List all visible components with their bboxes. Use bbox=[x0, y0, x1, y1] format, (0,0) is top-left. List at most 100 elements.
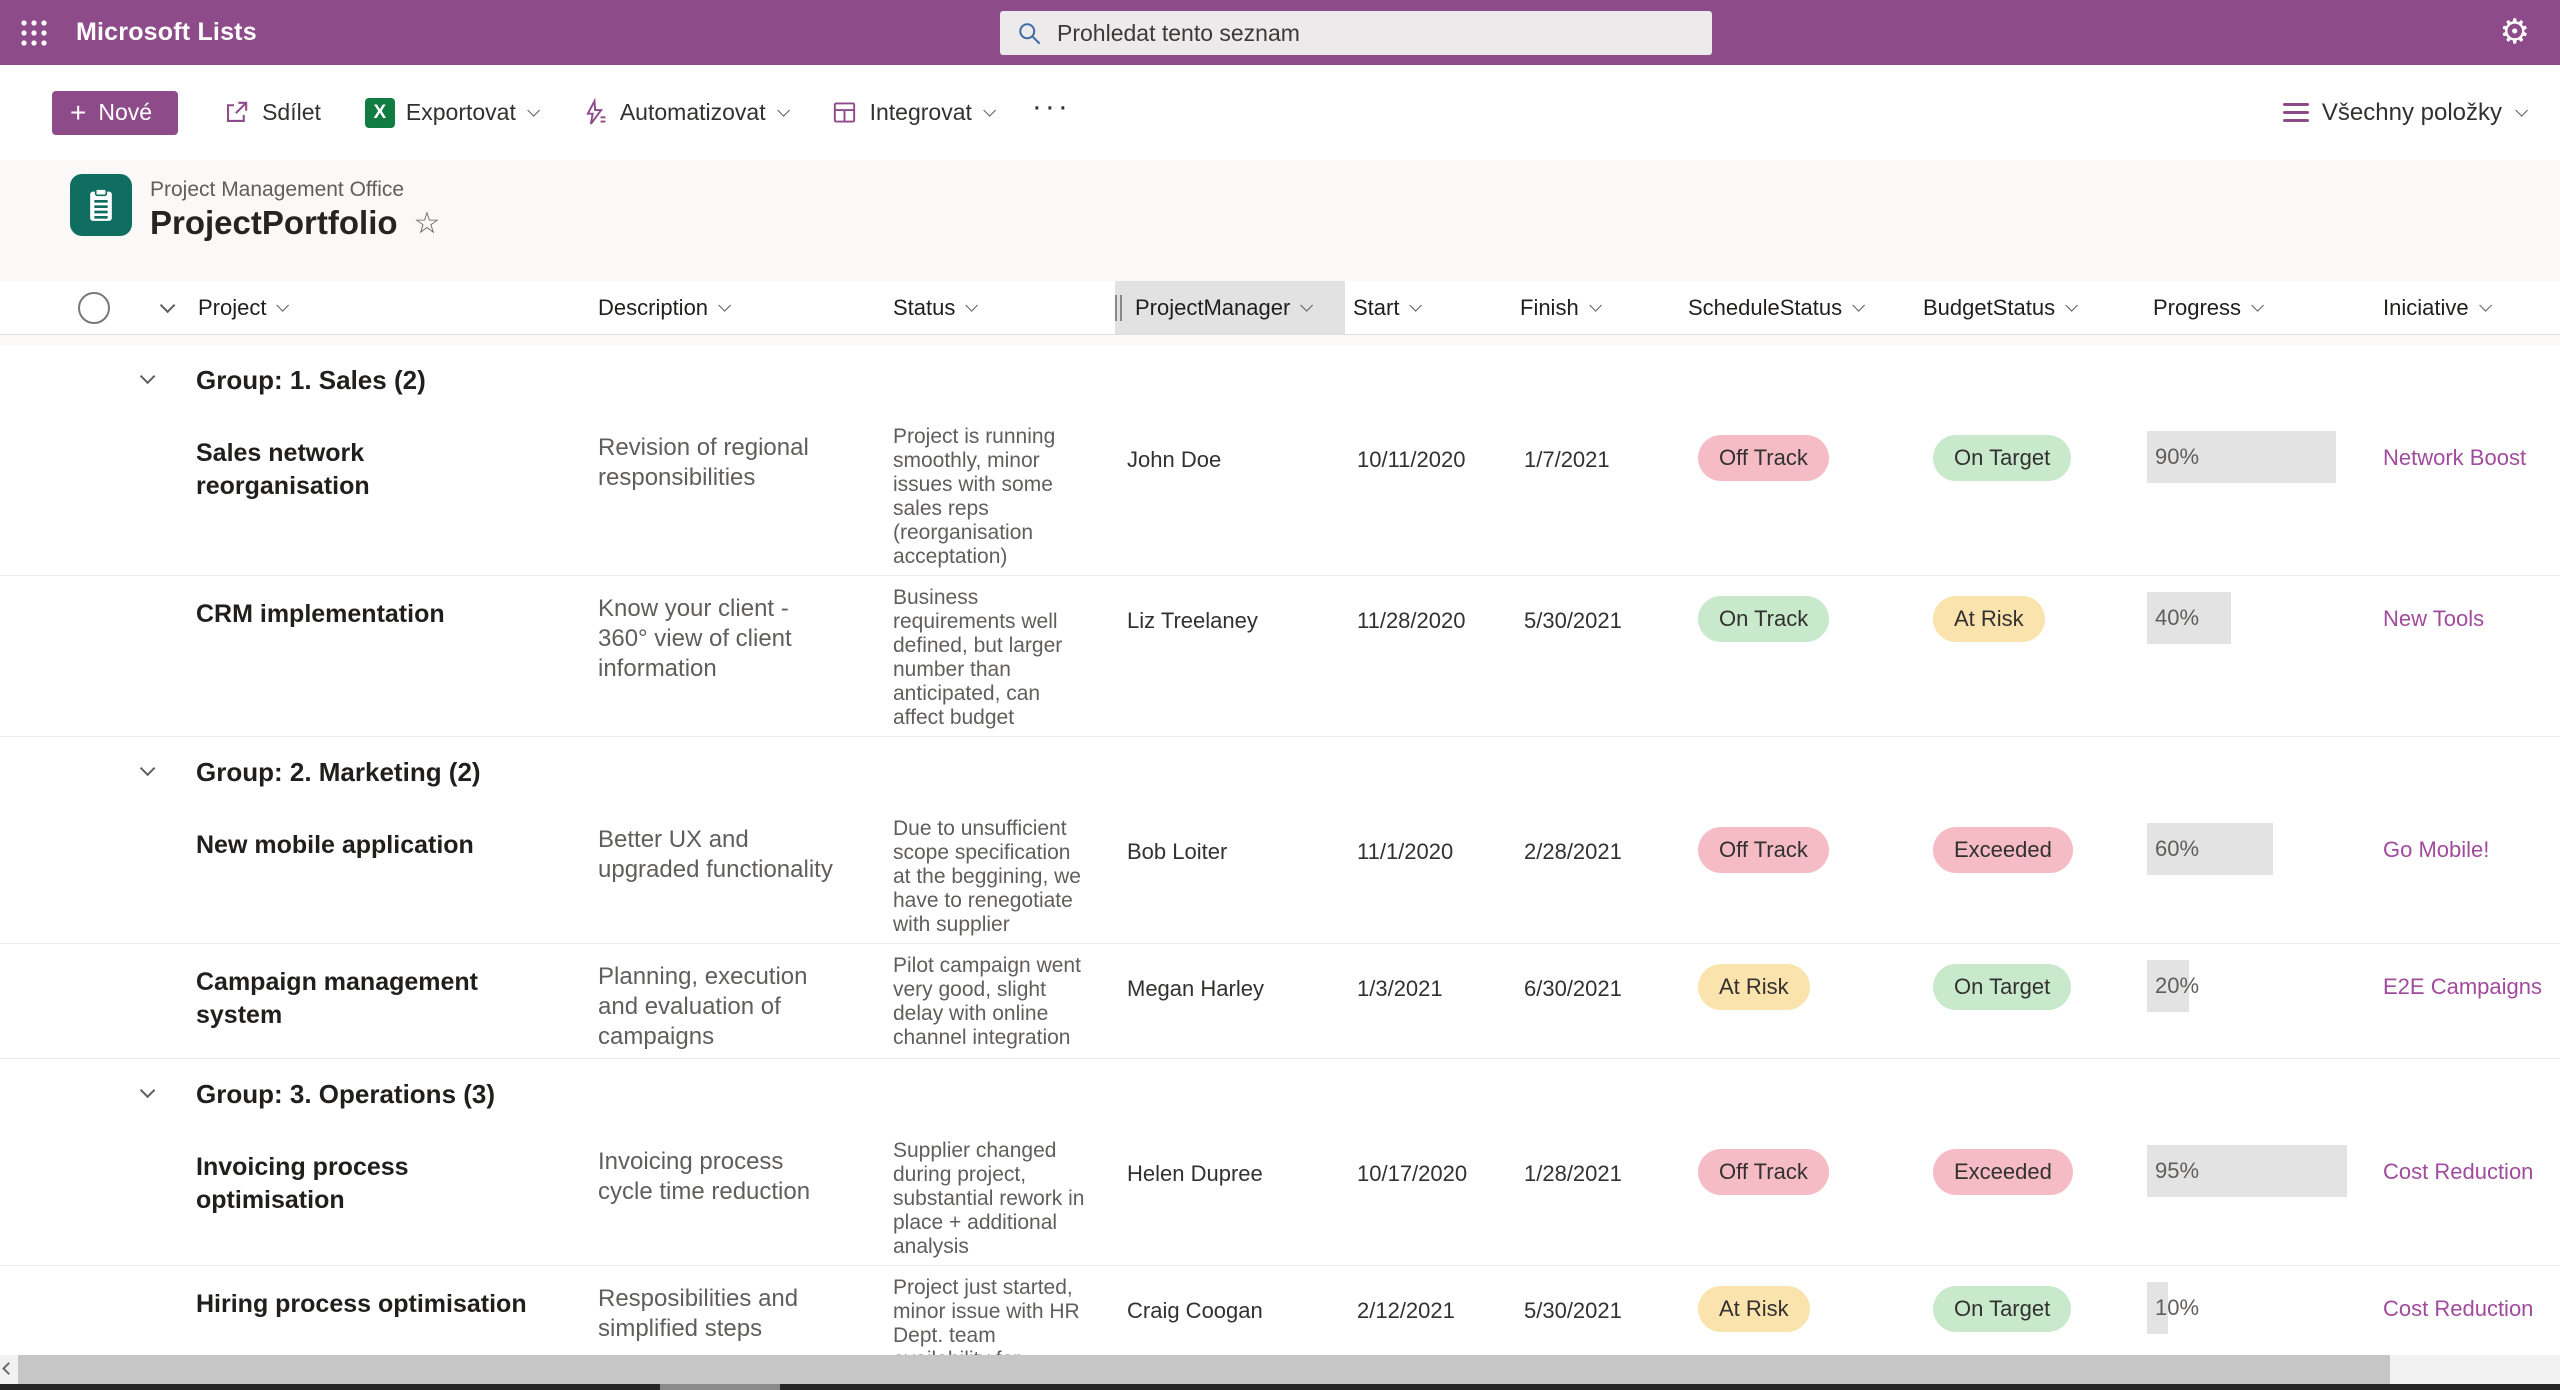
cell-project-manager: Craig Coogan bbox=[1127, 1298, 1263, 1323]
cell-description: Know your client - 360° view of client i… bbox=[598, 595, 792, 682]
view-list-icon bbox=[2282, 103, 2309, 122]
excel-icon: X bbox=[364, 97, 395, 128]
view-selector[interactable]: Všechny položky bbox=[2282, 99, 2528, 127]
group-collapse-chevron-icon[interactable] bbox=[139, 1082, 156, 1099]
cell-status: Supplier changed during project, substan… bbox=[893, 1139, 1085, 1258]
cell-project-title[interactable]: Campaign management system bbox=[196, 968, 479, 1029]
cell-project-title[interactable]: Invoicing process optimisation bbox=[196, 1153, 409, 1214]
chevron-down-icon bbox=[983, 104, 996, 117]
cell-progress: 60% bbox=[2145, 815, 2375, 943]
settings-gear-icon[interactable]: ⚙ bbox=[2499, 12, 2530, 52]
table-row[interactable]: Hiring process optimisation Resposibiliti… bbox=[0, 1266, 2560, 1355]
progress-bar: 20% bbox=[2147, 960, 2357, 1012]
schedule-status-badge: At Risk bbox=[1698, 964, 1810, 1010]
automate-button[interactable]: Automatizovat bbox=[580, 98, 790, 127]
column-header-finish[interactable]: Finish bbox=[1512, 281, 1680, 334]
chevron-down-icon bbox=[1300, 299, 1314, 312]
initiative-link[interactable]: New Tools bbox=[2383, 606, 2485, 631]
cell-select[interactable] bbox=[48, 815, 140, 943]
table-row[interactable]: Sales network reorganisation Revision of … bbox=[0, 415, 2560, 576]
cell-select[interactable] bbox=[48, 584, 140, 736]
cell-project-title[interactable]: Hiring process optimisation bbox=[196, 1290, 527, 1318]
breadcrumb-site-name[interactable]: Project Management Office bbox=[150, 178, 405, 201]
group-header-row: Group: 3. Operations (3) bbox=[0, 1059, 2560, 1129]
new-button[interactable]: + Nové bbox=[52, 90, 179, 135]
search-box[interactable] bbox=[1000, 11, 1712, 55]
export-button[interactable]: X Exportovat bbox=[364, 97, 540, 128]
cell-description: Better UX and upgraded functionality bbox=[598, 826, 833, 883]
table-row[interactable]: Invoicing process optimisation Invoicing … bbox=[0, 1129, 2560, 1266]
column-drag-handle-icon[interactable] bbox=[1115, 295, 1122, 321]
progress-bar-fill bbox=[2147, 1282, 2168, 1334]
scrollbar-thumb[interactable] bbox=[18, 1355, 2390, 1384]
initiative-link[interactable]: E2E Campaigns bbox=[2383, 974, 2542, 999]
group-collapse-chevron-icon[interactable] bbox=[139, 760, 156, 777]
column-header-description[interactable]: Description bbox=[590, 281, 885, 334]
column-header-project[interactable]: Project bbox=[190, 281, 590, 334]
cell-project-title[interactable]: Sales network reorganisation bbox=[196, 439, 370, 500]
cell-chevron-spacer bbox=[140, 584, 190, 736]
cell-budget-status: On Target bbox=[1915, 1274, 2145, 1355]
cell-select[interactable] bbox=[48, 1274, 140, 1355]
table-row[interactable]: New mobile application Better UX and upgr… bbox=[0, 807, 2560, 944]
cell-finish-date: 2/28/2021 bbox=[1524, 839, 1622, 864]
cell-initiative: Network Boost bbox=[2375, 423, 2560, 575]
select-all-checkbox[interactable] bbox=[78, 291, 110, 324]
header-body-gap bbox=[0, 335, 2560, 345]
column-header-start[interactable]: Start bbox=[1345, 281, 1512, 334]
cell-start-date: 10/11/2020 bbox=[1357, 447, 1466, 472]
more-commands-button[interactable]: ··· bbox=[1031, 89, 1071, 123]
app-launcher-waffle-icon[interactable] bbox=[14, 13, 54, 53]
share-button[interactable]: Sdílet bbox=[222, 98, 321, 127]
cell-description: Invoicing process cycle time reduction bbox=[598, 1148, 811, 1205]
favorite-star-icon[interactable]: ☆ bbox=[413, 205, 441, 241]
cell-status: Business requirements well defined, but … bbox=[893, 586, 1063, 729]
horizontal-scrollbar[interactable] bbox=[0, 1355, 2560, 1384]
column-header-progress[interactable]: Progress bbox=[2145, 281, 2375, 334]
schedule-status-badge: On Track bbox=[1698, 596, 1830, 642]
initiative-link[interactable]: Cost Reduction bbox=[2383, 1296, 2534, 1321]
progress-label: 90% bbox=[2155, 444, 2200, 469]
progress-bar: 95% bbox=[2147, 1145, 2357, 1197]
column-header-iniciative[interactable]: Iniciative bbox=[2375, 281, 2560, 334]
group-cell-chevron bbox=[139, 368, 190, 389]
integrate-button[interactable]: Integrovat bbox=[830, 98, 996, 127]
progress-bar: 60% bbox=[2147, 823, 2357, 875]
budget-status-badge: On Target bbox=[1933, 964, 2072, 1010]
search-icon bbox=[1019, 22, 1041, 44]
table-row[interactable]: CRM implementation Know your client - 360… bbox=[0, 576, 2560, 737]
progress-label: 20% bbox=[2155, 973, 2200, 998]
new-button-label: Nové bbox=[98, 99, 153, 125]
column-header-projectmanager[interactable]: ProjectManager bbox=[1115, 281, 1345, 334]
table-row[interactable]: Campaign management system Planning, exec… bbox=[0, 944, 2560, 1059]
window-bottom-scrollbar[interactable] bbox=[0, 1384, 2560, 1390]
column-header-schedulestatus[interactable]: ScheduleStatus bbox=[1680, 281, 1915, 334]
cell-project-manager: Bob Loiter bbox=[1127, 839, 1228, 864]
initiative-link[interactable]: Go Mobile! bbox=[2383, 837, 2490, 862]
search-input[interactable] bbox=[1057, 19, 1677, 47]
cell-select[interactable] bbox=[48, 423, 140, 575]
schedule-status-badge: Off Track bbox=[1698, 1149, 1829, 1195]
initiative-link[interactable]: Cost Reduction bbox=[2383, 1159, 2534, 1184]
progress-bar-fill bbox=[2147, 960, 2189, 1012]
cell-project-title[interactable]: CRM implementation bbox=[196, 600, 445, 628]
cell-budget-status: Exceeded bbox=[1915, 1137, 2145, 1265]
progress-bar: 90% bbox=[2147, 431, 2357, 483]
column-header-budgetstatus[interactable]: BudgetStatus bbox=[1915, 281, 2145, 334]
group-collapse-chevron-icon[interactable] bbox=[139, 368, 156, 385]
cell-initiative: Cost Reduction bbox=[2375, 1137, 2560, 1265]
collapse-all-chevron-icon[interactable] bbox=[159, 297, 175, 314]
progress-label: 40% bbox=[2155, 605, 2200, 630]
window-scrollbar-thumb[interactable] bbox=[660, 1384, 780, 1390]
column-header-status[interactable]: Status bbox=[885, 281, 1115, 334]
share-icon bbox=[227, 101, 248, 122]
cell-initiative: New Tools bbox=[2375, 584, 2560, 736]
scroll-left-arrow-icon[interactable] bbox=[2, 1362, 15, 1375]
cell-select[interactable] bbox=[48, 952, 140, 1058]
cell-initiative: Go Mobile! bbox=[2375, 815, 2560, 943]
app-title: Microsoft Lists bbox=[76, 18, 257, 46]
cell-project-title[interactable]: New mobile application bbox=[196, 831, 474, 859]
cell-budget-status: Exceeded bbox=[1915, 815, 2145, 943]
initiative-link[interactable]: Network Boost bbox=[2383, 445, 2527, 470]
cell-select[interactable] bbox=[48, 1137, 140, 1265]
